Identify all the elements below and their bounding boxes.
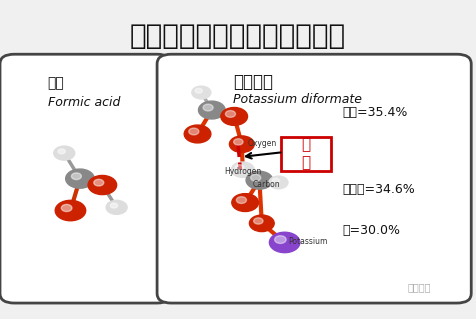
Circle shape bbox=[54, 146, 75, 160]
FancyBboxPatch shape bbox=[281, 137, 331, 171]
Circle shape bbox=[71, 173, 81, 180]
Circle shape bbox=[66, 169, 94, 188]
Circle shape bbox=[189, 128, 199, 135]
Circle shape bbox=[251, 174, 261, 181]
Circle shape bbox=[88, 175, 117, 195]
Circle shape bbox=[106, 200, 127, 214]
Circle shape bbox=[235, 165, 244, 170]
Circle shape bbox=[226, 111, 236, 117]
Circle shape bbox=[198, 101, 225, 119]
Circle shape bbox=[94, 179, 104, 186]
Circle shape bbox=[203, 104, 213, 111]
Circle shape bbox=[195, 88, 202, 93]
Text: 二甲酸钾: 二甲酸钾 bbox=[233, 73, 273, 91]
Circle shape bbox=[58, 149, 65, 154]
Circle shape bbox=[269, 176, 288, 189]
Text: Hydrogen: Hydrogen bbox=[225, 167, 262, 176]
Text: 钾=30.0%: 钾=30.0% bbox=[343, 225, 401, 237]
Text: 甲酸=35.4%: 甲酸=35.4% bbox=[343, 107, 408, 119]
Circle shape bbox=[221, 108, 248, 125]
Circle shape bbox=[55, 200, 86, 221]
Text: 甲酸: 甲酸 bbox=[48, 77, 64, 91]
Circle shape bbox=[246, 171, 273, 189]
Text: 二甲酸钾的基本化学结构信息: 二甲酸钾的基本化学结构信息 bbox=[130, 22, 346, 50]
Circle shape bbox=[237, 197, 247, 204]
Circle shape bbox=[229, 136, 254, 152]
Circle shape bbox=[249, 215, 274, 232]
Text: Oxygen: Oxygen bbox=[248, 139, 277, 148]
Circle shape bbox=[110, 203, 118, 208]
Circle shape bbox=[234, 139, 243, 145]
Circle shape bbox=[192, 86, 211, 99]
Circle shape bbox=[232, 194, 258, 211]
Circle shape bbox=[272, 178, 279, 183]
Text: Potassium: Potassium bbox=[288, 237, 328, 246]
Text: Formic acid: Formic acid bbox=[48, 96, 120, 109]
Text: 甲酸盐=34.6%: 甲酸盐=34.6% bbox=[343, 183, 416, 196]
Text: 华扬农业: 华扬农业 bbox=[407, 282, 431, 292]
Text: Carbon: Carbon bbox=[252, 180, 280, 189]
FancyBboxPatch shape bbox=[157, 54, 471, 303]
Circle shape bbox=[275, 236, 286, 243]
Circle shape bbox=[269, 232, 300, 253]
Circle shape bbox=[61, 204, 72, 211]
Circle shape bbox=[231, 162, 254, 177]
Circle shape bbox=[184, 125, 211, 143]
FancyBboxPatch shape bbox=[0, 54, 171, 303]
Text: Potassium diformate: Potassium diformate bbox=[233, 93, 362, 106]
Text: 氢
键: 氢 键 bbox=[301, 137, 310, 170]
Circle shape bbox=[254, 218, 263, 224]
